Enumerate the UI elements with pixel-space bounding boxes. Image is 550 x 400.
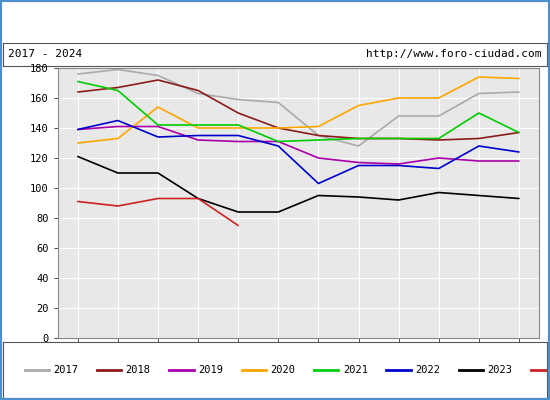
Text: 2017: 2017 bbox=[53, 365, 79, 375]
Text: 2018: 2018 bbox=[126, 365, 151, 375]
Text: Evolucion del paro registrado en Casatejada: Evolucion del paro registrado en Casatej… bbox=[106, 14, 444, 28]
Text: 2021: 2021 bbox=[343, 365, 368, 375]
Text: 2022: 2022 bbox=[415, 365, 440, 375]
Text: 2020: 2020 bbox=[271, 365, 295, 375]
Text: 2019: 2019 bbox=[198, 365, 223, 375]
Text: http://www.foro-ciudad.com: http://www.foro-ciudad.com bbox=[366, 49, 542, 59]
Text: 2023: 2023 bbox=[487, 365, 513, 375]
Text: 2017 - 2024: 2017 - 2024 bbox=[8, 49, 82, 59]
